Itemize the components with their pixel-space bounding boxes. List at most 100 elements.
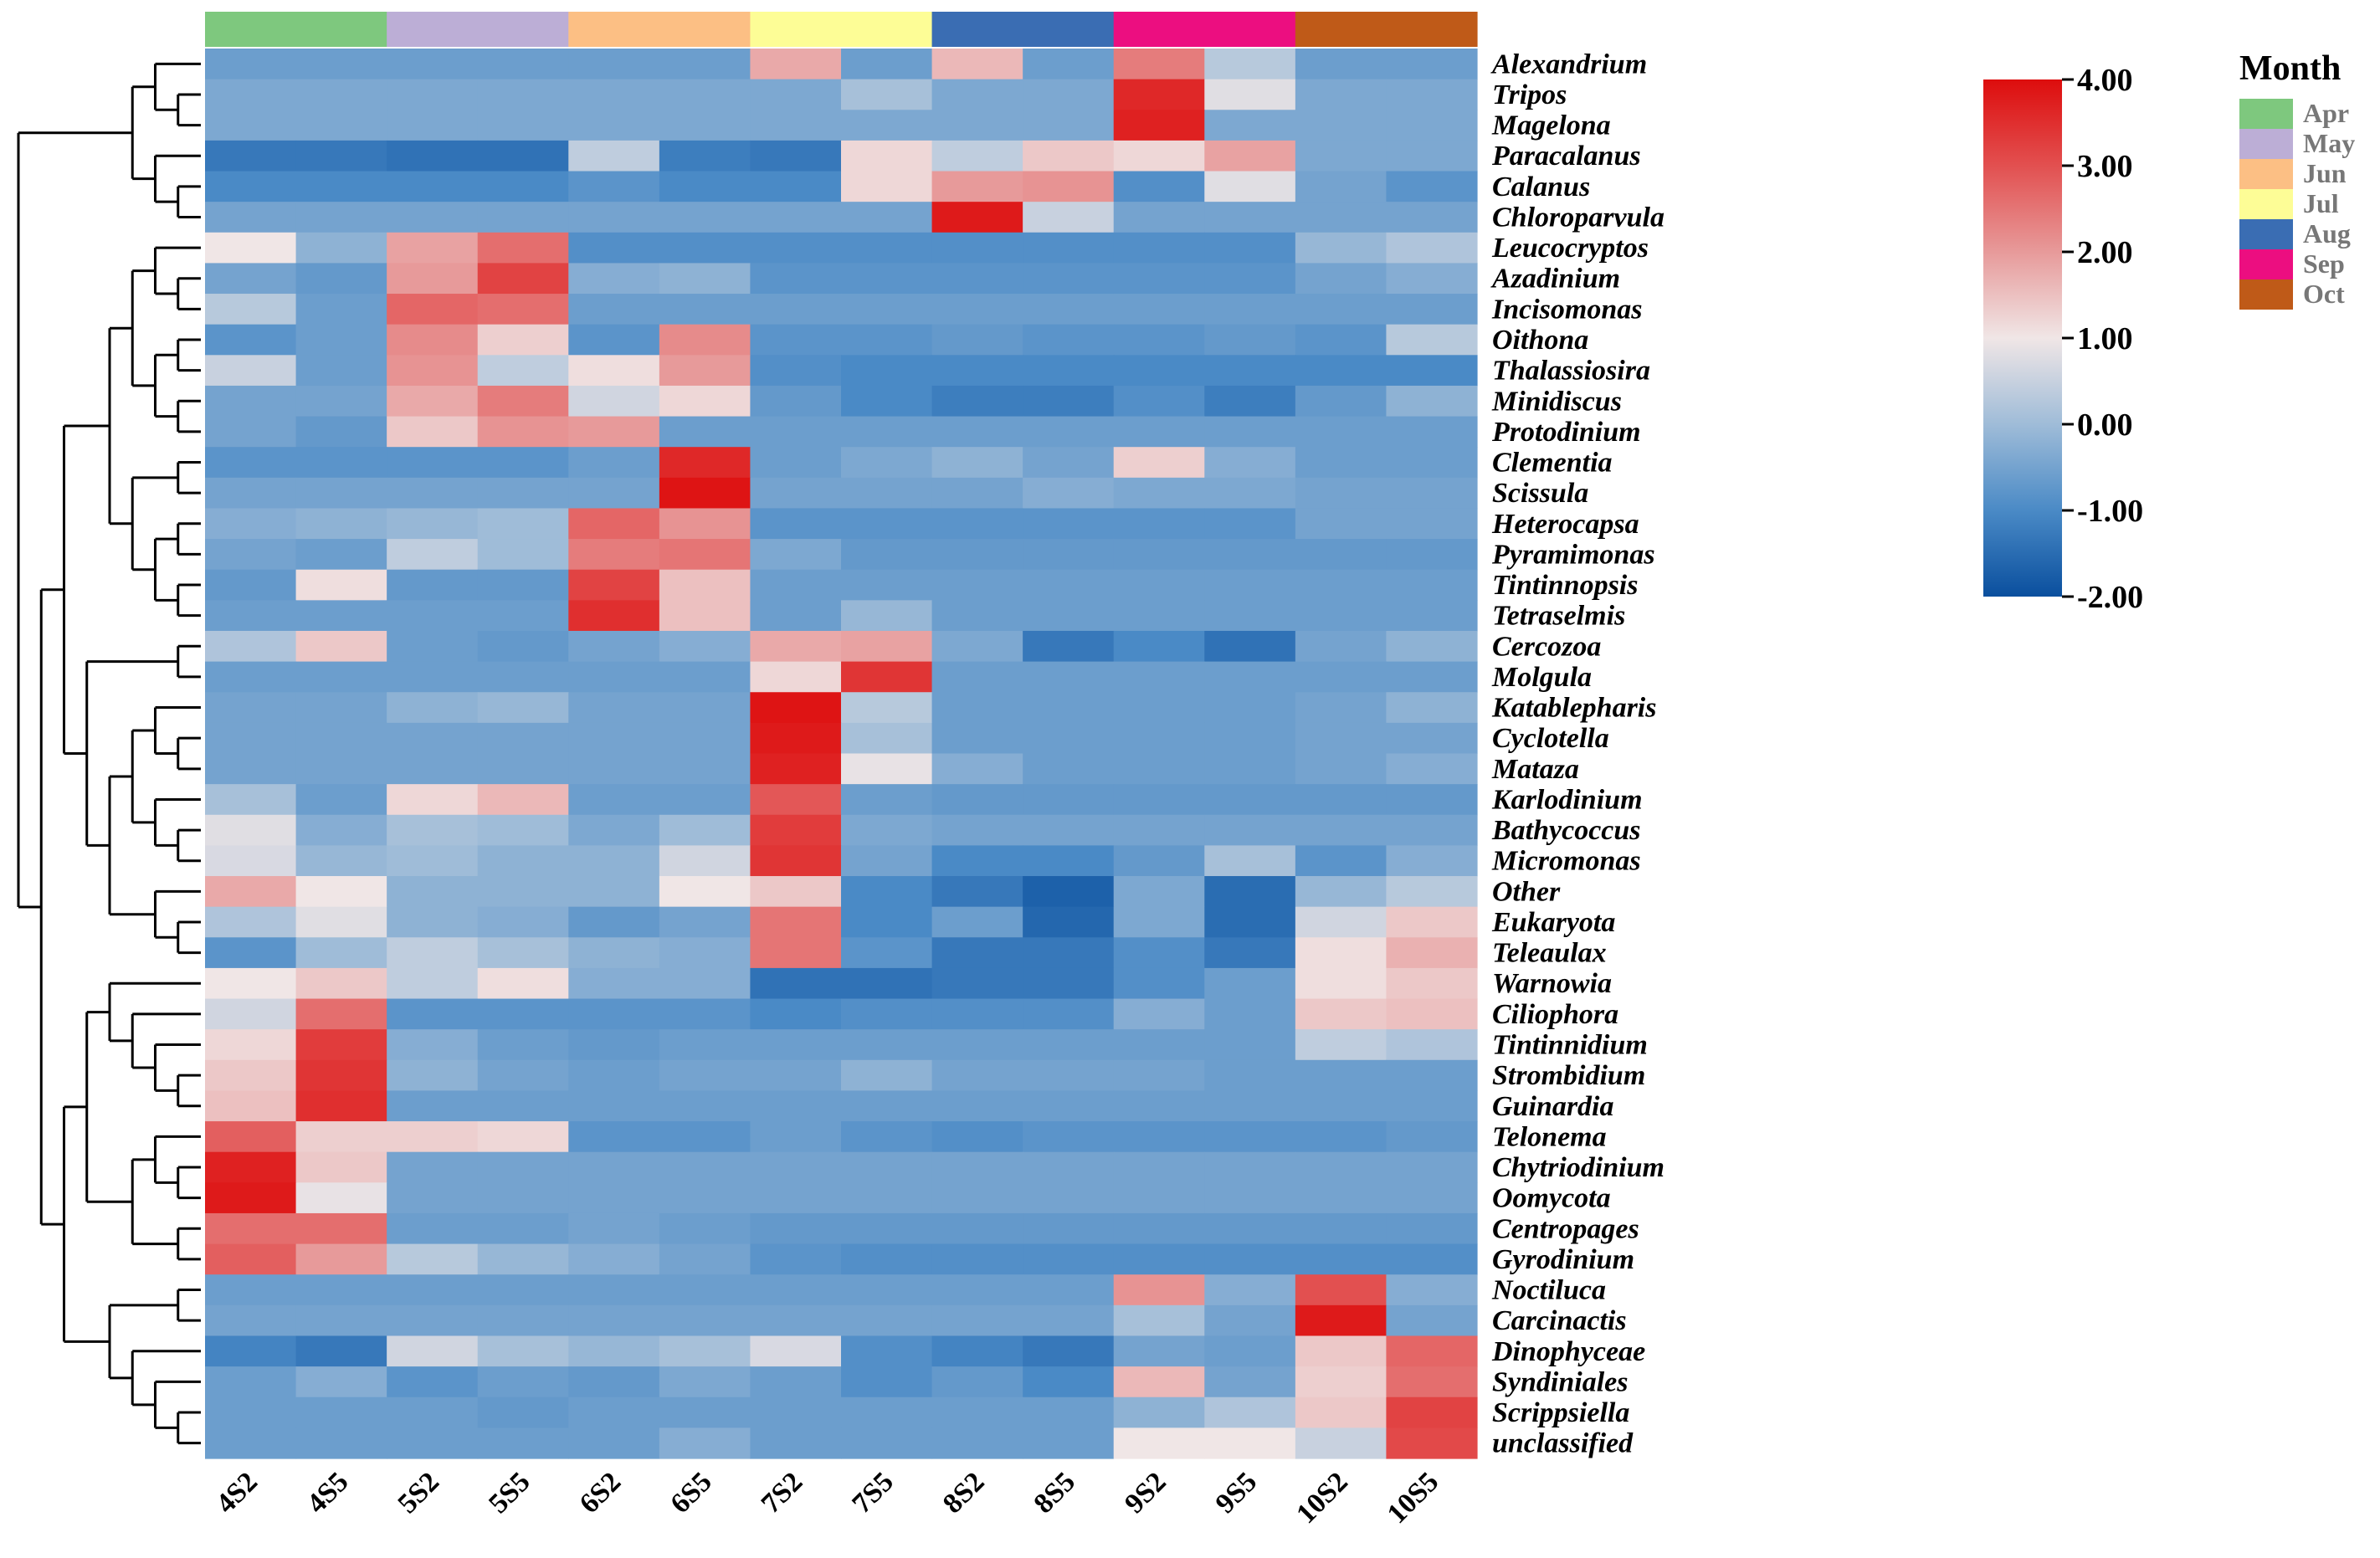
heatmap-cell (1386, 416, 1478, 448)
heatmap-cell (1204, 1274, 1296, 1306)
heatmap-cell (295, 1304, 387, 1337)
heatmap-cell (477, 630, 569, 663)
heatmap-cell (750, 140, 842, 172)
heatmap-cell (568, 1059, 660, 1092)
heatmap-cell (477, 508, 569, 540)
heatmap-cell (1204, 539, 1296, 571)
heatmap-cell (1113, 324, 1205, 356)
heatmap-cell (568, 1090, 660, 1122)
heatmap-cell (1295, 1397, 1387, 1428)
heatmap-cell (477, 1243, 569, 1275)
column-label: 5S5 (483, 1466, 536, 1520)
heatmap-cell (387, 1304, 479, 1337)
heatmap-cell (931, 416, 1023, 448)
row-label: Pyramimonas (1491, 539, 1655, 570)
heatmap-cell (1295, 355, 1387, 387)
heatmap-cell (1113, 569, 1205, 601)
heatmap-cell (750, 967, 842, 1000)
heatmap-cell (841, 1335, 933, 1367)
heatmap-cell (1204, 447, 1296, 479)
heatmap-cell (1204, 416, 1296, 448)
heatmap-cell (1023, 967, 1115, 1000)
heatmap-cell (1204, 814, 1296, 846)
colorbar: 4.00 3.00 2.00 1.00 0.00 -1.00 -2.00 (1983, 63, 2143, 615)
heatmap-cell (1204, 876, 1296, 908)
heatmap-cell (750, 49, 842, 80)
heatmap-cell (387, 906, 479, 938)
heatmap-cell (1204, 140, 1296, 172)
heatmap-cell (931, 385, 1023, 418)
heatmap-cell (1113, 753, 1205, 785)
heatmap-cell (841, 263, 933, 295)
heatmap-cell (387, 1397, 479, 1428)
heatmap-cell (1204, 294, 1296, 325)
heatmap-cell (1113, 294, 1205, 325)
heatmap-cell (387, 1059, 479, 1092)
heatmap-cell (931, 692, 1023, 724)
row-label: Mataza (1491, 754, 1579, 785)
heatmap-cell (1204, 324, 1296, 356)
heatmap-cell (931, 355, 1023, 387)
heatmap-cell (931, 814, 1023, 846)
row-label: Tintinnopsis (1492, 570, 1638, 601)
heatmap-cell (295, 202, 387, 233)
heatmap-cell (205, 1212, 297, 1245)
heatmap-cell (931, 661, 1023, 693)
heatmap-cell (568, 1397, 660, 1428)
heatmap-cell (750, 784, 842, 816)
heatmap-cell (659, 814, 751, 846)
heatmap-cell (1386, 845, 1478, 877)
heatmap-cell (568, 569, 660, 601)
heatmap-cell (205, 294, 297, 325)
heatmap-cell (931, 937, 1023, 969)
heatmap-cell (205, 140, 297, 172)
heatmap-cell (387, 1121, 479, 1153)
heatmap-cell (568, 477, 660, 510)
heatmap-cell (568, 967, 660, 1000)
heatmap-cell (568, 1427, 660, 1459)
heatmap-cell (387, 1090, 479, 1122)
heatmap-cell (477, 906, 569, 938)
heatmap-cell (659, 1304, 751, 1337)
heatmap-cell (1295, 1274, 1387, 1306)
heatmap-cell (1113, 1304, 1205, 1337)
heatmap-cell (750, 1090, 842, 1122)
heatmap-cell (477, 539, 569, 571)
heatmap-cell (931, 1121, 1023, 1153)
heatmap-cell (1204, 784, 1296, 816)
heatmap-cell (205, 876, 297, 908)
heatmap-cell (568, 1335, 660, 1367)
heatmap-cell (1113, 1366, 1205, 1398)
heatmap-cell (1113, 539, 1205, 571)
heatmap-cell (841, 1182, 933, 1214)
heatmap-cell (205, 1366, 297, 1398)
heatmap-cell (750, 1304, 842, 1337)
heatmap-cell (659, 1397, 751, 1428)
legend-label: May (2303, 128, 2355, 158)
heatmap-cell (841, 1304, 933, 1337)
heatmap-cell (1386, 1151, 1478, 1183)
heatmap-cell (568, 784, 660, 816)
heatmap-cell (841, 1151, 933, 1183)
heatmap-cell (659, 294, 751, 325)
heatmap-cell (295, 1151, 387, 1183)
heatmap-cell (568, 876, 660, 908)
heatmap-cell (750, 1366, 842, 1398)
heatmap-cell (750, 232, 842, 264)
heatmap-cell (205, 447, 297, 479)
heatmap-cell (931, 171, 1023, 202)
heatmap-cell (1113, 600, 1205, 632)
heatmap-cell (1113, 1059, 1205, 1092)
heatmap-cell (1023, 1243, 1115, 1275)
heatmap-cell (931, 1059, 1023, 1092)
heatmap-cell (295, 1243, 387, 1275)
annotation-cell-4S2 (205, 12, 297, 47)
heatmap-cell (659, 569, 751, 601)
heatmap-cell (931, 539, 1023, 571)
row-label: Dinophyceae (1491, 1336, 1645, 1367)
heatmap-cell (477, 1366, 569, 1398)
heatmap-cell (387, 1182, 479, 1214)
heatmap-cell (931, 998, 1023, 1030)
heatmap-cell (477, 661, 569, 693)
heatmap-cell (841, 937, 933, 969)
